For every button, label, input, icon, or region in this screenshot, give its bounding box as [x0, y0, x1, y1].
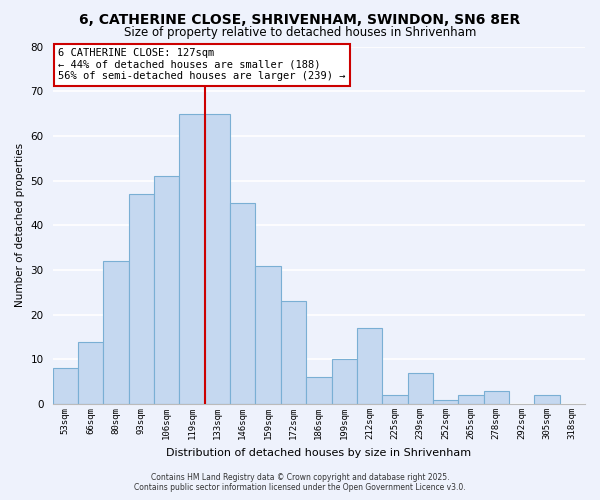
Bar	[306, 378, 332, 404]
Text: 6, CATHERINE CLOSE, SHRIVENHAM, SWINDON, SN6 8ER: 6, CATHERINE CLOSE, SHRIVENHAM, SWINDON,…	[79, 12, 521, 26]
Bar	[484, 390, 509, 404]
Bar	[433, 400, 458, 404]
Bar	[179, 114, 205, 404]
Bar	[205, 114, 230, 404]
Bar	[407, 373, 433, 404]
Bar	[256, 266, 281, 404]
Y-axis label: Number of detached properties: Number of detached properties	[15, 144, 25, 308]
Bar	[332, 360, 357, 404]
Bar	[129, 194, 154, 404]
Text: Contains HM Land Registry data © Crown copyright and database right 2025.
Contai: Contains HM Land Registry data © Crown c…	[134, 473, 466, 492]
Bar	[382, 395, 407, 404]
Bar	[103, 261, 129, 404]
Bar	[154, 176, 179, 404]
Bar	[230, 203, 256, 404]
Text: 6 CATHERINE CLOSE: 127sqm
← 44% of detached houses are smaller (188)
56% of semi: 6 CATHERINE CLOSE: 127sqm ← 44% of detac…	[58, 48, 346, 82]
Bar	[53, 368, 78, 404]
Bar	[78, 342, 103, 404]
X-axis label: Distribution of detached houses by size in Shrivenham: Distribution of detached houses by size …	[166, 448, 472, 458]
Bar	[281, 302, 306, 404]
Bar	[535, 395, 560, 404]
Bar	[357, 328, 382, 404]
Bar	[458, 395, 484, 404]
Text: Size of property relative to detached houses in Shrivenham: Size of property relative to detached ho…	[124, 26, 476, 39]
